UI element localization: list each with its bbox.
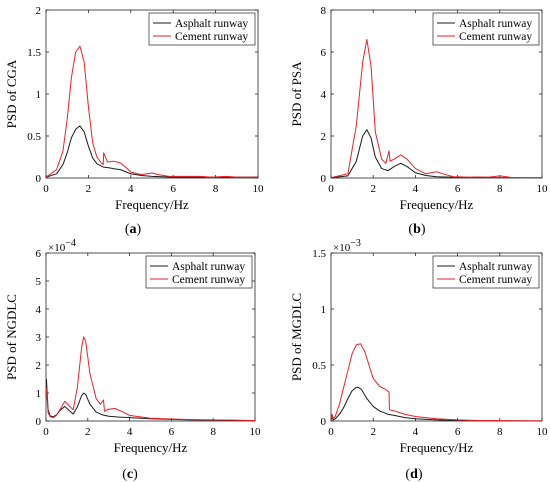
panel-label: (d) [405,467,422,482]
y-axis-label: PSD of NGDLC [4,294,19,380]
x-tick-label: 8 [210,426,216,438]
y-tick-label: 1 [36,89,42,101]
y-tick-label: 2 [36,5,42,17]
x-tick-label: 8 [213,183,219,195]
y-tick-label: 6 [36,248,42,260]
y-tick-label: 0.5 [27,131,41,143]
x-tick-label: 2 [85,426,91,438]
panel-label: (c) [122,467,138,482]
y-tick-label: 1.5 [27,47,41,59]
x-tick-label: 4 [413,183,419,195]
x-axis-label: Frequency/Hz [400,440,474,455]
legend-label: Asphalt runway [175,18,248,30]
series-line-cement [331,38,542,178]
y-tick-label: 2 [36,360,42,372]
panel-label: (a) [125,222,142,237]
series-line-asphalt [331,129,542,178]
x-tick-label: 10 [537,183,549,195]
series-line-cement [46,336,255,421]
legend-box [432,255,540,289]
x-tick-label: 0 [43,426,49,438]
x-axis-label: Frequency/Hz [115,197,189,212]
y-tick-label: 4 [321,89,327,101]
legend-label: Cement runway [175,31,248,43]
x-tick-label: 8 [497,426,503,438]
y-tick-label: 6 [321,47,327,59]
y-axis-label: PSD of MGDLC [289,293,304,381]
legend-box [145,255,253,289]
x-axis-label: Frequency/Hz [114,440,188,455]
legend-label: Cement runway [172,274,245,286]
legend-label: Asphalt runway [459,261,532,273]
y-tick-label: 5 [36,276,42,288]
legend-label: Asphalt runway [172,261,245,273]
legend-label: Cement runway [459,31,532,43]
x-tick-label: 10 [537,426,549,438]
x-tick-label: 2 [370,426,376,438]
panel-1: 0 2 4 6 8 10 0 0.5 1 1.5 2 Frequency/Hz PSD of CGA (a… [4,5,264,237]
y-exponent-label: ×10−3 [333,238,361,254]
x-tick-label: 6 [170,183,176,195]
x-tick-label: 2 [370,183,376,195]
y-tick-label: 1.5 [312,248,326,260]
x-tick-label: 4 [127,426,133,438]
y-axis-label: PSD of CGA [4,59,19,128]
x-tick-label: 2 [86,183,92,195]
y-axis-label: PSD of PSA [289,61,304,127]
panel-3: 0 2 4 6 8 10 0 1 2 3 4 5 6 ×10−4 Frequency/Hz PSD of NG… [4,238,261,482]
panel-4: 0 2 4 6 8 10 0 0.5 1 1.5 ×10−3 Frequency/Hz PSD of M… [289,238,548,482]
y-tick-label: 0 [321,416,327,428]
y-tick-label: 0 [36,416,42,428]
x-tick-label: 6 [169,426,175,438]
x-tick-label: 10 [253,183,265,195]
y-exponent-label: ×10−4 [48,238,76,254]
y-tick-label: 1 [36,388,42,400]
x-tick-label: 0 [43,183,49,195]
y-tick-label: 2 [321,131,327,143]
panel-2: 0 2 4 6 8 10 0 2 4 6 8 Frequency/Hz PSD of PSA (b) Asp… [289,5,548,237]
y-tick-label: 3 [36,332,42,344]
x-tick-label: 0 [328,183,334,195]
legend-box [148,12,256,46]
x-axis-label: Frequency/Hz [400,197,474,212]
y-tick-label: 0 [36,173,42,185]
series-line-cement [46,45,258,178]
x-tick-label: 4 [128,183,134,195]
legend-label: Asphalt runway [459,18,532,30]
x-tick-label: 8 [497,183,503,195]
panel-label: (b) [408,222,425,237]
series-line-cement [331,343,542,421]
series-line-asphalt [46,125,258,178]
y-tick-label: 0 [321,173,327,185]
x-tick-label: 6 [455,183,461,195]
y-tick-label: 0.5 [312,360,326,372]
x-tick-label: 6 [455,426,461,438]
series-line-asphalt [331,386,542,421]
y-tick-label: 8 [321,5,327,17]
y-tick-label: 4 [36,304,42,316]
legend-box [432,12,540,46]
x-tick-label: 4 [413,426,419,438]
x-tick-label: 0 [328,426,334,438]
legend-label: Cement runway [459,274,532,286]
y-tick-label: 1 [321,304,327,316]
x-tick-label: 10 [250,426,262,438]
